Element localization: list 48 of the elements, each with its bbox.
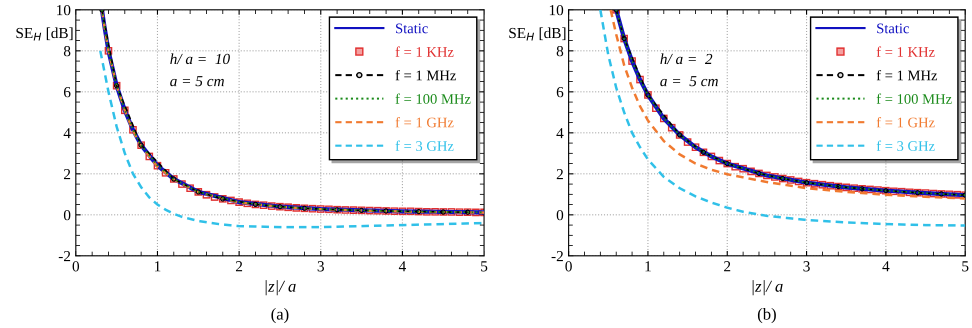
text: (a) (271, 308, 288, 324)
y-tick-label: -2 (552, 251, 563, 262)
y-tick-label: 2 (64, 169, 70, 180)
x-tick-label: 4 (398, 261, 406, 272)
x-axis-title: |z|/ a (266, 280, 296, 296)
x-tick-label: 3 (318, 261, 324, 272)
x-tick-label: 4 (882, 261, 890, 272)
legend-label: Static (877, 24, 909, 34)
legend-label: Static (396, 24, 428, 34)
y-tick-label: 2 (556, 169, 563, 180)
legend-label: f = 1 KHz (876, 46, 935, 57)
y-tick-label: 10 (550, 4, 564, 16)
legend-label: f = 1 GHz (876, 116, 935, 128)
y-tick-label: -2 (58, 251, 70, 262)
x-tick-label: 3 (803, 261, 810, 272)
annotation: a = 5 cm (660, 76, 718, 86)
x-tick-label: 1 (645, 261, 651, 272)
x-axis-title: |z|/ a (752, 280, 783, 296)
legend-label: f = 1 MHz (876, 70, 938, 80)
legend-label: f = 3 GHz (876, 140, 935, 151)
y-tick-label: 6 (64, 87, 70, 98)
x-tick-label: 2 (724, 261, 730, 272)
x-tick-label: 2 (236, 261, 242, 272)
legend-label: f = 1 KHz (396, 46, 454, 57)
y-tick-label: 8 (556, 46, 564, 56)
annotation: h/ a = 10 (170, 53, 230, 64)
x-tick-label: 1 (154, 261, 160, 272)
x-tick-label: 0 (565, 261, 572, 272)
y-tick-label: 8 (64, 46, 70, 56)
y-axis-title: SE$_{H}$ [dB] (509, 27, 566, 41)
y-tick-label: 10 (57, 4, 70, 16)
legend-label: f = 1 GHz (396, 116, 454, 128)
x-tick-label: 5 (962, 261, 968, 272)
legend-label: f = 100 MHz (396, 93, 471, 104)
annotation: a = 5 cm (170, 76, 224, 86)
x-tick-label: 5 (481, 261, 488, 272)
y-axis-title: SE$_{H}$ [dB] (16, 27, 73, 41)
x-tick-label: 0 (72, 261, 80, 272)
legend-label: f = 3 GHz (396, 140, 454, 151)
y-tick-label: 4 (64, 128, 71, 138)
text: (b) (758, 308, 776, 324)
y-tick-label: 0 (556, 210, 564, 220)
y-tick-label: 0 (64, 210, 70, 220)
legend-label: f = 100 MHz (876, 93, 952, 104)
annotation: h/ a = 2 (660, 53, 712, 64)
legend-label: f = 1 MHz (396, 70, 456, 80)
y-tick-label: 6 (556, 87, 564, 98)
y-tick-label: 4 (556, 128, 564, 138)
